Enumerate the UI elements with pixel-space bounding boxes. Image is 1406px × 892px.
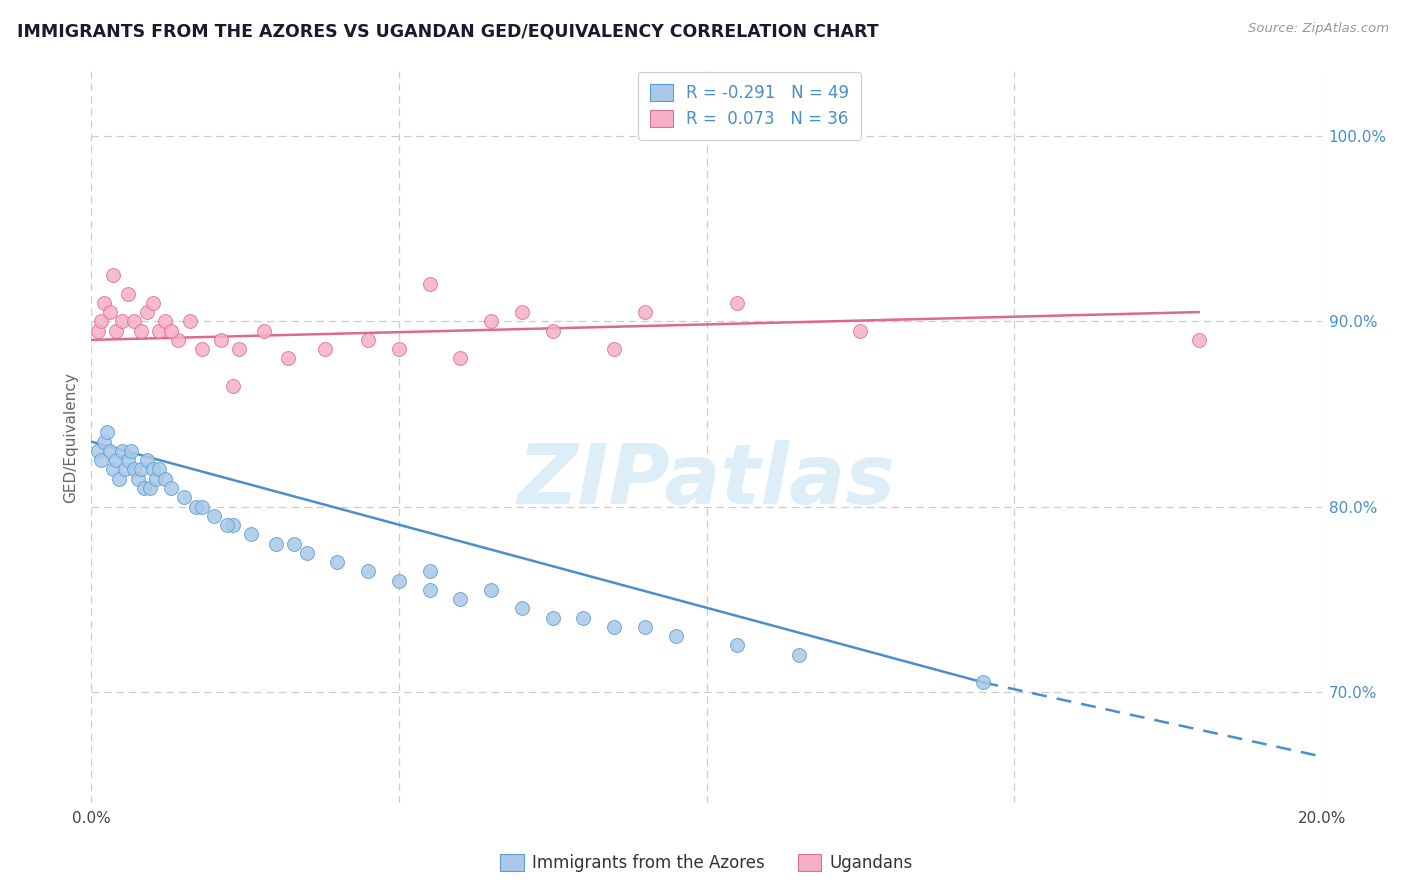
Point [1187,333,1209,347]
Point [117,453,139,467]
Point [972,675,994,690]
Point [725,639,748,653]
Y-axis label: GED/Equivalency: GED/Equivalency [63,372,79,502]
Point [541,610,564,624]
Point [603,342,626,356]
Point [191,342,214,356]
Point [153,314,177,328]
Point [209,333,232,347]
Point [357,565,380,579]
Point [129,324,152,338]
Point [160,481,183,495]
Point [326,555,349,569]
Point [264,536,287,550]
Point [135,453,157,467]
Point [160,324,183,338]
Text: ZIPatlas: ZIPatlas [517,441,896,522]
Point [240,527,263,541]
Point [388,342,411,356]
Point [101,268,124,282]
Point [419,582,441,597]
Point [105,453,127,467]
Point [479,582,502,597]
Point [191,500,214,514]
Point [479,314,502,328]
Text: Source: ZipAtlas.com: Source: ZipAtlas.com [1249,22,1389,36]
Point [419,277,441,292]
Point [388,574,411,588]
Point [449,592,471,607]
Point [117,286,139,301]
Point [202,508,225,523]
Point [277,351,299,366]
Point [148,462,170,476]
Point [145,472,167,486]
Point [132,481,155,495]
Point [665,629,688,643]
Point [127,472,149,486]
Point [129,462,152,476]
Point [108,472,131,486]
Point [215,518,238,533]
Point [510,305,533,319]
Point [634,620,657,634]
Point [153,472,177,486]
Point [228,342,250,356]
Point [510,601,533,615]
Point [86,444,108,458]
Point [252,324,274,338]
Point [357,333,380,347]
Point [135,305,157,319]
Point [572,610,595,624]
Point [449,351,471,366]
Point [314,342,336,356]
Text: IMMIGRANTS FROM THE AZORES VS UGANDAN GED/EQUIVALENCY CORRELATION CHART: IMMIGRANTS FROM THE AZORES VS UGANDAN GE… [17,22,879,40]
Point [124,314,146,328]
Point [98,444,121,458]
Point [93,434,115,449]
Point [173,490,195,504]
Point [90,453,112,467]
Point [179,314,201,328]
Point [142,295,165,310]
Point [541,324,564,338]
Point [295,546,318,560]
Point [114,462,136,476]
Point [96,425,118,440]
Point [120,444,142,458]
Point [90,314,112,328]
Point [86,324,108,338]
Point [603,620,626,634]
Point [105,324,127,338]
Point [111,314,134,328]
Legend: Immigrants from the Azores, Ugandans: Immigrants from the Azores, Ugandans [494,847,920,879]
Point [184,500,207,514]
Point [166,333,188,347]
Point [101,462,124,476]
Point [148,324,170,338]
Point [93,295,115,310]
Point [222,518,245,533]
Point [283,536,305,550]
Point [849,324,872,338]
Point [787,648,810,662]
Point [111,444,134,458]
Point [139,481,162,495]
Point [124,462,146,476]
Point [98,305,121,319]
Point [222,379,245,393]
Point [634,305,657,319]
Point [142,462,165,476]
Point [725,295,748,310]
Point [419,565,441,579]
